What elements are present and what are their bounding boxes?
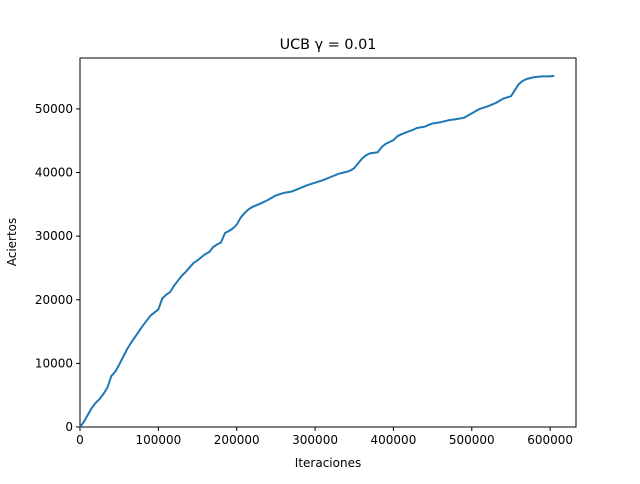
x-tick-label: 400000 (371, 433, 417, 447)
y-tick-label: 20000 (35, 293, 73, 307)
x-tick-label: 200000 (214, 433, 260, 447)
y-tick-label: 50000 (35, 102, 73, 116)
y-axis: 0 10000 20000 30000 40000 50000 (35, 102, 80, 434)
y-tick-label: 30000 (35, 229, 73, 243)
y-axis-label: Aciertos (5, 218, 19, 267)
x-axis-label: Iteraciones (295, 456, 361, 470)
x-tick-label: 500000 (449, 433, 495, 447)
x-tick-label: 300000 (292, 433, 338, 447)
y-tick-label: 0 (65, 420, 73, 434)
x-axis: 0 100000 200000 300000 400000 500000 600000 (76, 427, 573, 447)
y-tick-label: 40000 (35, 166, 73, 180)
x-tick-label: 0 (76, 433, 84, 447)
x-tick-label: 600000 (527, 433, 573, 447)
y-tick-label: 10000 (35, 356, 73, 370)
plot-frame (79, 57, 577, 428)
series-line (79, 74, 555, 428)
chart-title: UCB γ = 0.01 (280, 37, 377, 53)
x-tick-label: 100000 (135, 433, 181, 447)
